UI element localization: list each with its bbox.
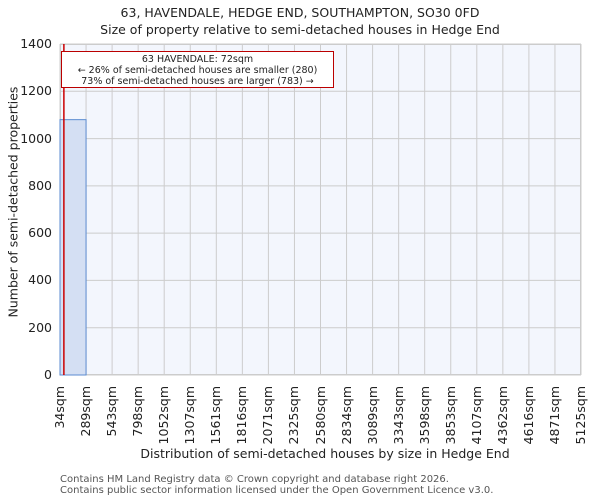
annotation-smaller: ← 26% of semi-detached houses are smalle…: [77, 65, 318, 76]
y-tick-label: 0: [44, 367, 52, 382]
y-axis-label: Number of semi-detached properties: [5, 86, 21, 318]
property-annotation-box: 63 HAVENDALE: 72sqm ← 26% of semi-detach…: [61, 51, 334, 88]
footer-copyright: Contains HM Land Registry data © Crown c…: [60, 474, 449, 485]
chart-title: 63, HAVENDALE, HEDGE END, SOUTHAMPTON, S…: [120, 5, 480, 20]
x-tick-label: 1052sqm: [156, 386, 172, 445]
x-tick-label: 5125sqm: [573, 386, 588, 445]
x-tick-label: 2325sqm: [286, 386, 302, 445]
x-tick-label: 3089sqm: [364, 386, 380, 445]
x-tick-label: 2834sqm: [338, 386, 354, 445]
annotation-title: 63 HAVENDALE: 72sqm: [141, 54, 254, 65]
chart-subtitle: Size of property relative to semi-detach…: [100, 22, 500, 37]
x-tick-label: 3598sqm: [416, 386, 432, 445]
y-tick-label: 1400: [20, 36, 52, 51]
x-tick-label: 3343sqm: [390, 386, 406, 445]
x-tick-label: 3853sqm: [442, 386, 458, 445]
x-tick-label: 4362sqm: [494, 386, 510, 445]
y-tick-label: 1000: [20, 130, 52, 146]
x-tick-label: 1561sqm: [208, 386, 224, 445]
x-tick-label: 543sqm: [104, 386, 120, 437]
y-tick-label: 800: [28, 177, 52, 193]
footer-licence: Contains public sector information licen…: [60, 485, 494, 496]
x-tick-label: 2071sqm: [260, 386, 276, 445]
x-tick-label: 4616sqm: [520, 386, 536, 445]
x-tick-label: 34sqm: [52, 386, 67, 429]
x-tick-label: 289sqm: [78, 386, 94, 437]
y-tick-label: 200: [28, 319, 52, 335]
x-tick-label: 1307sqm: [182, 386, 198, 445]
y-tick-label: 400: [28, 272, 52, 288]
x-axis-label: Distribution of semi-detached houses by …: [140, 446, 510, 461]
y-tick-label: 600: [28, 225, 52, 241]
x-tick-label: 4107sqm: [468, 386, 484, 445]
x-tick-label: 2580sqm: [312, 386, 328, 445]
x-tick-label: 4871sqm: [546, 386, 562, 445]
x-tick-label: 1816sqm: [234, 386, 250, 445]
y-tick-label: 1200: [20, 83, 52, 99]
x-tick-label: 798sqm: [130, 386, 146, 437]
annotation-larger: 73% of semi-detached houses are larger (…: [81, 76, 314, 87]
